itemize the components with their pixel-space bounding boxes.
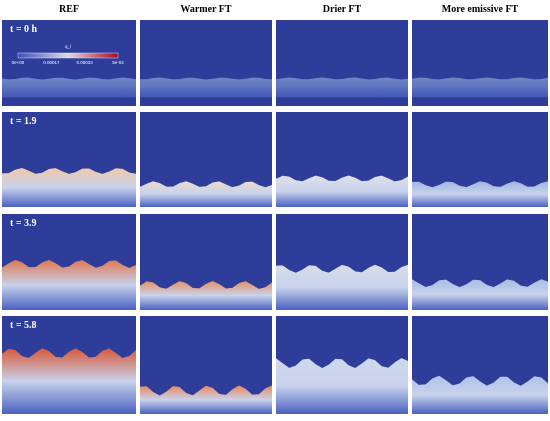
cloud-layer [140, 281, 272, 310]
colorbar [17, 52, 119, 59]
cloud-layer [412, 77, 548, 98]
column-header: REF [59, 4, 79, 15]
cloud-layer [140, 385, 272, 414]
cloud-layer [412, 181, 548, 207]
cloud-layer [276, 264, 408, 310]
colorbar-tick: 0e+00 [12, 60, 25, 65]
column-header: More emissive FT [442, 4, 519, 15]
panels [2, 20, 548, 414]
column-header: Drier FT [323, 4, 362, 15]
row-label: t = 1.9 [10, 116, 37, 127]
cloud-layer [2, 348, 136, 414]
row-label: t = 0 h [10, 24, 38, 35]
cloud-layer [412, 375, 548, 414]
colorbar-tick: 5e-04 [112, 60, 124, 65]
cloud-layer [276, 77, 408, 98]
colorbar-title: q_l [65, 44, 71, 49]
column-header: Warmer FT [180, 4, 232, 15]
row-label: t = 5.8 [10, 320, 37, 331]
colorbar-tick: 0.00033 [77, 60, 94, 65]
cloud-layer [276, 175, 408, 207]
colorbar-tick: 0.00017 [43, 60, 60, 65]
cloud-layer [2, 77, 136, 98]
cloud-layer [412, 279, 548, 310]
cloud-layer [276, 358, 408, 414]
cloud-layer [140, 77, 272, 98]
cloud-layer [2, 259, 136, 310]
row-label: t = 3.9 [10, 218, 37, 229]
labels: REF Warmer FT Drier FT More emissive FT t = … [10, 4, 519, 331]
cloud-layer [140, 181, 272, 207]
cloud-layer [2, 168, 136, 207]
